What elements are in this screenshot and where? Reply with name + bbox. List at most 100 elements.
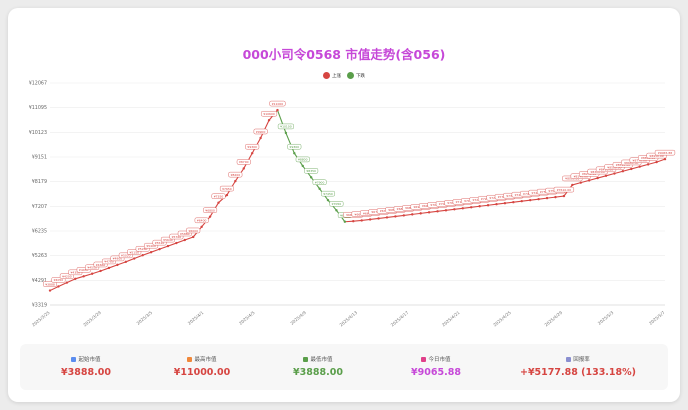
data-label: ¥4350 <box>71 271 81 275</box>
data-label-box <box>43 281 57 287</box>
series-segment <box>66 278 76 284</box>
data-point <box>545 196 549 200</box>
series-segment <box>496 202 505 205</box>
legend: 上涨 下跌 <box>0 72 688 79</box>
y-tick-label: ¥5263 <box>32 253 47 259</box>
data-point <box>503 202 507 205</box>
data-point <box>217 201 220 204</box>
series-segment <box>75 275 84 280</box>
data-point <box>107 266 111 270</box>
data-label: ¥4050 <box>54 278 64 282</box>
series-segment <box>656 158 666 163</box>
series-segment <box>580 179 590 184</box>
legend-up[interactable]: 上涨 <box>323 72 341 79</box>
stat-value: ¥3888.00 <box>61 367 111 378</box>
series-segment <box>639 163 649 168</box>
series-segment <box>159 245 169 250</box>
data-point <box>486 204 490 207</box>
series-segment <box>125 258 135 263</box>
y-tick-label: ¥11095 <box>29 105 47 111</box>
series-segment <box>631 166 640 170</box>
data-point <box>411 213 414 216</box>
data-point <box>158 247 161 251</box>
data-label-box <box>253 128 268 135</box>
data-label-box <box>186 227 201 234</box>
y-tick-label: ¥4291 <box>32 278 47 284</box>
data-point <box>65 281 69 284</box>
series-segment <box>49 285 59 292</box>
data-label: ¥5150 <box>129 250 139 254</box>
data-label: ¥5020 <box>121 254 131 258</box>
data-label: ¥4900 <box>113 257 123 261</box>
legend-down-label: 下跌 <box>356 73 365 79</box>
data-point <box>309 176 313 179</box>
data-point <box>537 197 540 201</box>
data-point <box>562 194 566 198</box>
x-tick-label: 2025/4/9 <box>289 310 307 326</box>
series-segment <box>429 210 438 213</box>
y-tick-label: ¥8179 <box>32 179 47 185</box>
series-segment <box>117 261 127 266</box>
series-segment <box>344 220 354 223</box>
series-segment <box>538 197 548 200</box>
data-point <box>394 215 397 218</box>
data-point <box>318 187 321 190</box>
series-segment <box>91 270 101 275</box>
data-label-box <box>211 193 226 199</box>
data-point <box>630 167 633 171</box>
data-label: ¥7450 <box>323 192 333 196</box>
series-segment <box>622 168 632 172</box>
series-segment <box>176 239 185 244</box>
data-point <box>604 174 608 178</box>
data-point <box>276 108 279 112</box>
data-point <box>267 119 271 122</box>
data-point <box>402 214 406 217</box>
stat-icon <box>566 356 572 362</box>
stat-value: ¥9065.88 <box>411 367 461 378</box>
data-label: ¥10100 <box>280 125 292 129</box>
stat-label: 今日市值 <box>376 355 496 363</box>
x-tick-label: 2025/4/1 <box>187 310 205 326</box>
data-label: ¥8800 <box>298 158 308 162</box>
data-label: ¥5280 <box>138 247 148 251</box>
legend-down[interactable]: 下跌 <box>347 72 365 79</box>
data-label: ¥7900 <box>315 181 325 185</box>
y-tick-label: ¥10123 <box>29 130 47 136</box>
data-point <box>48 289 52 292</box>
series-segment <box>614 170 624 175</box>
data-label-box <box>329 201 344 207</box>
data-point <box>90 272 94 275</box>
x-tick-label: 2025/3/5 <box>136 310 154 326</box>
y-tick-label: ¥3319 <box>32 303 47 309</box>
y-tick-label: ¥7207 <box>32 204 47 210</box>
x-tick-label: 2025/4/21 <box>441 310 461 328</box>
series-segment <box>386 215 396 218</box>
series-segment <box>648 161 657 165</box>
stat-icon <box>187 356 193 362</box>
data-point <box>250 152 254 155</box>
y-tick-label: ¥6235 <box>32 229 47 235</box>
y-tick-label: ¥9151 <box>32 155 47 161</box>
data-point <box>82 275 85 278</box>
stat-label-text: 回报率 <box>573 357 590 363</box>
data-point <box>470 206 473 209</box>
data-point <box>352 220 355 223</box>
data-point <box>133 257 136 260</box>
data-point <box>166 244 170 248</box>
stat-item: 最低市值 ¥3888.00 <box>258 344 378 390</box>
data-label-box <box>277 123 294 130</box>
data-label-box <box>194 217 209 224</box>
series-segment <box>504 201 514 204</box>
data-point <box>57 285 60 288</box>
data-point <box>116 263 119 267</box>
data-point <box>208 215 212 218</box>
x-tick-label: 2025/5/3 <box>597 310 615 326</box>
stat-value: ¥11000.00 <box>173 367 231 378</box>
data-point <box>621 170 625 173</box>
stat-label: 最低市值 <box>258 355 378 363</box>
data-point <box>225 193 229 197</box>
legend-up-marker <box>323 72 330 79</box>
data-point <box>74 277 77 281</box>
series-segment <box>479 204 489 207</box>
legend-down-marker <box>347 72 354 79</box>
